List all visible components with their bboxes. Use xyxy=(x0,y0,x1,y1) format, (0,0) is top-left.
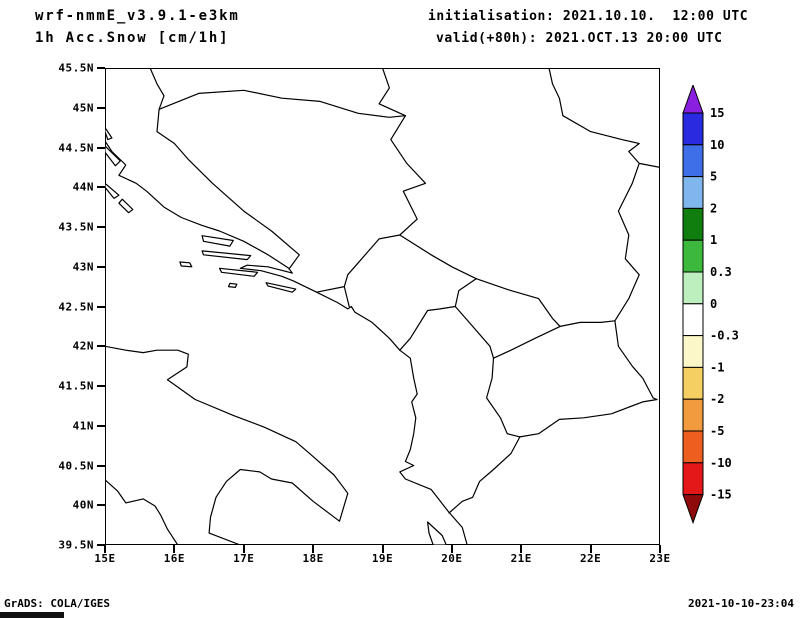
coastline-italy-adriatic xyxy=(105,345,349,545)
y-axis-tick-label: 44N xyxy=(72,180,94,194)
x-axis-tick-mark xyxy=(589,545,592,553)
y-axis-tick-mark xyxy=(97,226,105,228)
y-axis-tick-label: 40N xyxy=(72,498,94,512)
x-axis-tick-mark xyxy=(381,545,384,553)
colorbar-segment xyxy=(682,335,704,368)
colorbar-tick-label: 0.3 xyxy=(710,265,732,279)
x-axis-tick-label: 16E xyxy=(163,552,186,565)
y-axis-tick-label: 40.5N xyxy=(58,459,94,472)
y-axis-tick-mark xyxy=(97,305,105,308)
map-canvas xyxy=(105,68,660,545)
x-axis-tick-mark xyxy=(520,545,523,553)
colorbar-segment xyxy=(682,207,704,241)
y-axis-tick-mark xyxy=(97,106,105,109)
taskbar-fragment xyxy=(0,612,64,618)
x-axis-tick-mark xyxy=(659,545,661,553)
colorbar-arrow-top xyxy=(682,85,704,114)
creation-timestamp: 2021-10-10-23:04 xyxy=(688,597,794,610)
field-title: 1h Acc.Snow [cm/1h] xyxy=(35,30,230,46)
colorbar-tick-label: 2 xyxy=(710,201,717,215)
colorbar-segment xyxy=(682,271,704,305)
x-axis-tick-mark xyxy=(450,545,453,553)
y-axis-tick-mark xyxy=(97,345,105,348)
colorbar-arrow-bottom xyxy=(682,494,704,525)
x-axis-tick-mark xyxy=(104,545,106,553)
y-axis-tick-mark xyxy=(97,464,105,467)
model-title: wrf-nmmE_v3.9.1-e3km xyxy=(35,8,240,24)
colorbar-segment xyxy=(682,144,704,178)
coastline-italy-tyrrhenian xyxy=(105,479,179,545)
colorbar-segment xyxy=(682,239,704,273)
colorbar-segment xyxy=(682,462,704,496)
x-axis-tick-label: 18E xyxy=(302,552,324,565)
colorbar-tick-label: -5 xyxy=(710,424,724,438)
colorbar-segment xyxy=(682,303,704,337)
x-axis-tick-mark xyxy=(242,545,245,553)
colorbar-tick-label: -15 xyxy=(710,488,732,502)
y-axis-tick-mark xyxy=(97,504,105,507)
coastline-east-adriatic xyxy=(105,140,468,545)
colorbar-tick-label: -1 xyxy=(710,360,724,374)
x-axis-tick-label: 21E xyxy=(510,552,532,565)
y-axis-tick-label: 43N xyxy=(72,260,94,274)
country-borders xyxy=(149,68,660,514)
colorbar-tick-label: -10 xyxy=(710,456,732,470)
initialisation-label: initialisation: 2021.10.10. 12:00 UTC xyxy=(428,9,749,24)
y-axis-tick-label: 41N xyxy=(72,419,94,433)
x-axis-tick-mark xyxy=(173,545,176,553)
colorbar-tick-label: 5 xyxy=(710,170,717,184)
y-axis-tick-label: 44.5N xyxy=(58,141,94,154)
y-axis-tick-label: 39.5N xyxy=(58,538,94,552)
y-axis-tick-mark xyxy=(97,186,105,189)
colorbar-segment xyxy=(682,176,704,209)
x-axis-tick-mark xyxy=(312,545,315,553)
y-axis-tick-label: 45N xyxy=(72,101,94,115)
colorbar-tick-label: 15 xyxy=(710,106,724,120)
grads-credit: GrADS: COLA/IGES xyxy=(4,597,110,610)
y-axis-tick-label: 45.5N xyxy=(58,61,94,75)
x-axis-tick-label: 22E xyxy=(579,552,602,565)
x-axis-tick-label: 17E xyxy=(233,552,255,565)
colorbar-segment xyxy=(682,366,704,400)
y-axis-tick-label: 42.5N xyxy=(58,300,94,313)
colorbar-tick-label: -0.3 xyxy=(710,329,739,343)
colorbar-segment xyxy=(682,398,704,432)
x-axis-tick-label: 15E xyxy=(94,552,116,565)
colorbar-segment xyxy=(682,430,704,464)
y-axis-tick-label: 43.5N xyxy=(58,220,94,234)
y-axis-tick-label: 41.5N xyxy=(58,379,94,393)
y-axis-tick-mark xyxy=(97,265,105,268)
colorbar-tick-label: 1 xyxy=(710,233,717,247)
y-axis-tick-label: 42N xyxy=(72,339,94,353)
colorbar-tick-label: 0 xyxy=(710,297,717,311)
y-axis-tick-mark xyxy=(97,424,105,427)
x-axis-tick-label: 19E xyxy=(371,552,394,565)
x-axis-tick-label: 20E xyxy=(441,552,463,565)
valid-time-label: valid(+80h): 2021.OCT.13 20:00 UTC xyxy=(436,31,723,46)
y-axis-tick-mark xyxy=(97,146,105,149)
y-axis-tick-mark xyxy=(97,544,105,546)
colorbar-tick-label: -2 xyxy=(710,392,724,406)
x-axis-tick-label: 23E xyxy=(649,552,671,565)
y-axis-tick-mark xyxy=(97,385,105,387)
colorbar-segment xyxy=(682,112,704,146)
colorbar-tick-label: 10 xyxy=(710,138,724,152)
islands xyxy=(105,127,447,545)
y-axis-tick-mark xyxy=(97,67,105,69)
colorbar: 15 10 5 2 1 0.3 0 -0.3 -1 -2 -5 -10 -15 xyxy=(682,85,739,525)
